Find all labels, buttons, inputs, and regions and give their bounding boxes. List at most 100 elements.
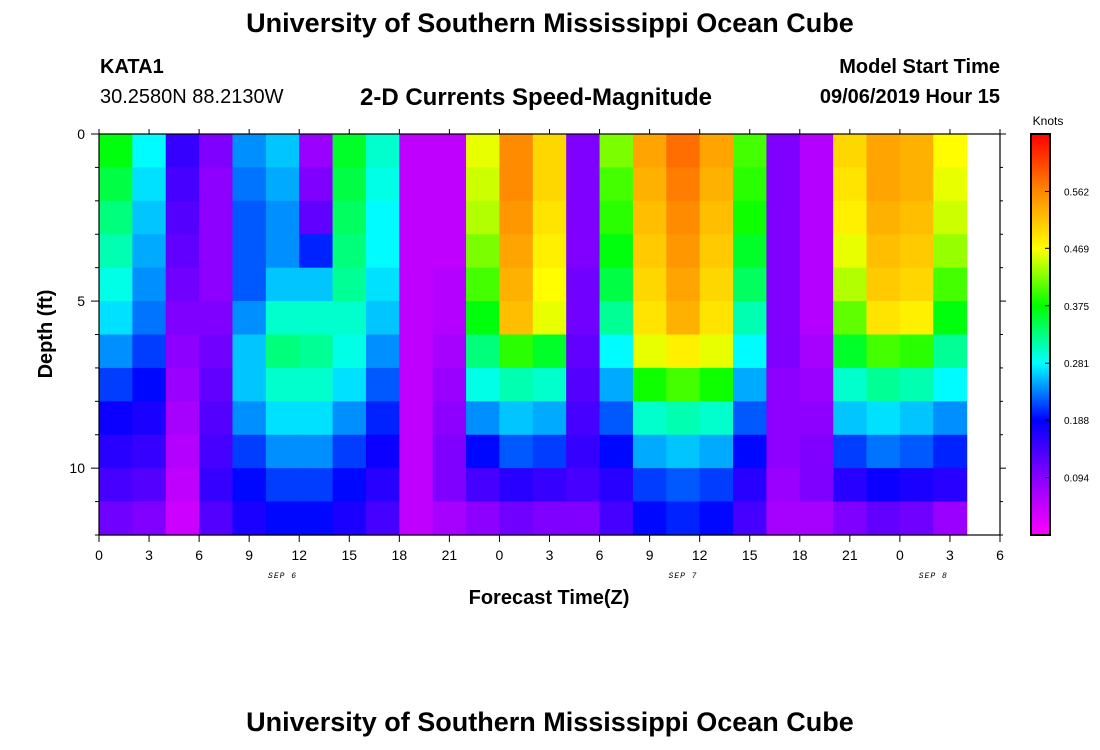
x-tick-label: 12 xyxy=(692,547,708,563)
heatmap-cell xyxy=(466,501,501,536)
heatmap-cell xyxy=(499,301,534,336)
heatmap-cell xyxy=(265,200,300,235)
heatmap-cell xyxy=(532,167,567,202)
heatmap-cell xyxy=(299,367,334,402)
heatmap-cell xyxy=(599,334,634,369)
heatmap-cell xyxy=(199,367,234,402)
heatmap-cell xyxy=(733,134,768,169)
x-axis-label: Forecast Time(Z) xyxy=(469,587,630,609)
heatmap-cell xyxy=(432,200,467,235)
heatmap-cell xyxy=(432,301,467,336)
heatmap-cell xyxy=(666,468,701,503)
heatmap-cell xyxy=(365,167,400,202)
heatmap-cell xyxy=(332,401,367,436)
heatmap-cell xyxy=(499,468,534,503)
heatmap-cell xyxy=(299,200,334,235)
heatmap-cell xyxy=(733,200,768,235)
heatmap-cell xyxy=(933,234,968,269)
heatmap-cell xyxy=(265,134,300,169)
heatmap-cell xyxy=(299,234,334,269)
heatmap-cell xyxy=(399,200,434,235)
colorbar: Knots 0.094 0.188 0.281 0.375 0.469 0.562 xyxy=(1030,114,1089,536)
x-tick-label: 6 xyxy=(596,547,604,563)
heatmap-cell xyxy=(866,200,901,235)
heatmap-cell xyxy=(799,234,834,269)
heatmap-cell xyxy=(599,167,634,202)
heatmap-cell xyxy=(632,200,667,235)
heatmap-cell xyxy=(466,267,501,302)
x-tick-label: 9 xyxy=(245,547,253,563)
heatmap-cell xyxy=(933,434,968,469)
heatmap-cell xyxy=(232,167,267,202)
heatmap-cell xyxy=(199,301,234,336)
heatmap-cell xyxy=(332,334,367,369)
heatmap-cell xyxy=(833,167,868,202)
heatmap-cell xyxy=(132,267,167,302)
station-id: KATA1 xyxy=(100,56,164,78)
heatmap-cell xyxy=(132,301,167,336)
heatmap-cell xyxy=(99,267,133,302)
heatmap-cell xyxy=(332,468,367,503)
heatmap-cell xyxy=(432,501,467,536)
heatmap-cell xyxy=(299,468,334,503)
heatmap-cell xyxy=(232,468,267,503)
heatmap-cell xyxy=(899,468,934,503)
x-tick-label: 3 xyxy=(145,547,153,563)
heatmap-cell xyxy=(833,501,868,536)
heatmap-cell xyxy=(933,334,968,369)
y-axis: 0 5 10 xyxy=(69,126,1006,536)
heatmap-cell xyxy=(132,134,167,169)
heatmap-cell xyxy=(733,267,768,302)
x-tick-label: 21 xyxy=(842,547,858,563)
heatmap-cell xyxy=(265,367,300,402)
heatmap-cell xyxy=(733,434,768,469)
heatmap-cell xyxy=(265,468,300,503)
heatmap-cell xyxy=(699,401,734,436)
heatmap-cell xyxy=(365,367,400,402)
heatmap-cell xyxy=(165,234,200,269)
colorbar-tick-label: 0.375 xyxy=(1064,302,1089,313)
heatmap-cell xyxy=(199,200,234,235)
heatmap-cell xyxy=(132,468,167,503)
heatmap-cell xyxy=(466,200,501,235)
heatmap-cell xyxy=(933,200,968,235)
heatmap-cell xyxy=(666,167,701,202)
heatmap-cell xyxy=(232,334,267,369)
heatmap-cell xyxy=(833,301,868,336)
heatmap-cell xyxy=(365,267,400,302)
heatmap-cell xyxy=(432,167,467,202)
heatmap-cell xyxy=(466,468,501,503)
heatmap-cell xyxy=(833,434,868,469)
heatmap-cell xyxy=(866,301,901,336)
heatmap-cell xyxy=(866,134,901,169)
heatmap-cell xyxy=(399,134,434,169)
heatmap-cell xyxy=(566,200,601,235)
heatmap-cell xyxy=(399,234,434,269)
heatmap-cell xyxy=(265,167,300,202)
x-tick-label: 6 xyxy=(195,547,203,563)
heatmap-cell xyxy=(232,434,267,469)
heatmap-cell xyxy=(766,267,801,302)
heatmap-cell xyxy=(766,434,801,469)
heatmap-cell xyxy=(899,267,934,302)
heatmap-cell xyxy=(733,501,768,536)
heatmap-cell xyxy=(165,367,200,402)
heatmap-cell xyxy=(399,401,434,436)
heatmap-cell xyxy=(833,134,868,169)
heatmap-cell xyxy=(199,401,234,436)
heatmap-cell xyxy=(466,167,501,202)
heatmap-cell xyxy=(99,401,133,436)
heatmap-cell xyxy=(165,134,200,169)
heatmap-cell xyxy=(566,468,601,503)
heatmap-cell xyxy=(165,200,200,235)
y-tick-label: 0 xyxy=(77,126,85,142)
heatmap-cell xyxy=(199,134,234,169)
date-label: SEP 6 xyxy=(268,572,297,581)
heatmap-cell xyxy=(566,267,601,302)
heatmap-cell xyxy=(799,468,834,503)
heatmap-cell xyxy=(666,334,701,369)
heatmap-cell xyxy=(632,167,667,202)
heatmap-cell xyxy=(933,367,968,402)
heatmap-cell xyxy=(566,234,601,269)
heatmap-cell xyxy=(99,134,133,169)
